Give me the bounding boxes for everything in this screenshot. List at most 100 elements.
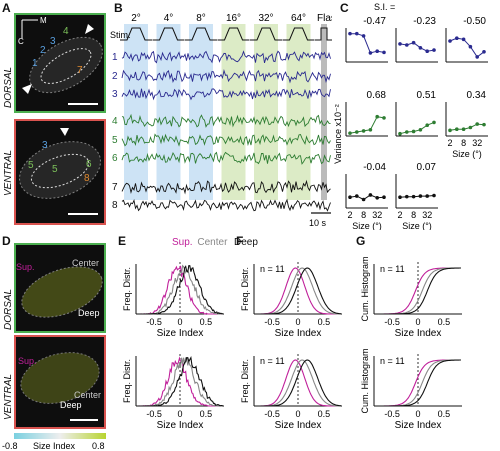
panel-f-label: F (236, 234, 244, 248)
panel-a-label: A (2, 1, 11, 15)
panel-d-images: Sup. Center Deep Sup. Center Deep -0.8 S… (2, 243, 106, 451)
data-point (382, 50, 386, 55)
colorbar-label: Size Index (33, 441, 76, 451)
data-point (361, 129, 366, 133)
stim-band (124, 24, 148, 200)
data-point (375, 196, 379, 200)
stim-size-label: 4° (164, 13, 174, 24)
data-point (425, 123, 429, 128)
x-tick-label: 32 (422, 210, 432, 220)
roi-6-label-ventral: 6 (86, 159, 92, 170)
data-point (482, 122, 486, 127)
si-value-label: -0.04 (363, 162, 386, 173)
data-point (398, 195, 402, 200)
arrowhead-icon (85, 24, 94, 34)
stim-band (286, 24, 311, 200)
x-axis-label: Size Index (157, 328, 204, 339)
dorsal-tectum-inner (40, 48, 92, 84)
trace-line (121, 113, 331, 128)
trace-row-label: 2 (112, 71, 118, 82)
stim-row-label: Stim. (110, 30, 131, 40)
distribution-line (136, 355, 224, 407)
data-point (368, 127, 373, 132)
x-tick-label: 2 (347, 210, 352, 220)
x-axis-label: Size (°) (402, 221, 432, 230)
stim-band (254, 24, 278, 200)
data-point (432, 48, 436, 52)
data-point (405, 130, 409, 134)
x-tick-label: 0.5 (200, 409, 213, 419)
trace-line (121, 133, 331, 147)
x-tick-label: -0.5 (264, 317, 280, 327)
arrowhead-icon (60, 128, 69, 136)
deep-label-dorsal: Deep (78, 308, 100, 318)
arrowhead-icon (22, 84, 32, 94)
x-tick-label: 32 (472, 138, 482, 148)
stim-size-label: 32° (258, 13, 273, 24)
si-value-label: 0.07 (417, 162, 437, 173)
data-point (405, 194, 409, 199)
series-line (449, 37, 485, 58)
x-tick-label: 0 (177, 409, 182, 419)
data-point (448, 39, 452, 43)
data-point (348, 131, 352, 135)
data-point (448, 128, 452, 133)
data-point (348, 195, 352, 200)
trace-line (121, 68, 331, 84)
series-line (349, 116, 385, 134)
distribution-line (374, 359, 461, 407)
distribution-line (374, 267, 461, 315)
axis-c-label: C (18, 37, 24, 46)
x-tick-label: 0.5 (318, 409, 331, 419)
panel-e-label: E (118, 234, 127, 248)
data-point (468, 125, 473, 130)
center-label-ventral: Center (74, 390, 101, 400)
x-tick-label: 0.5 (438, 317, 451, 327)
ventral-si-outline (20, 352, 100, 404)
data-point (361, 197, 366, 202)
x-tick-label: 0.5 (438, 409, 451, 419)
trace-line (121, 198, 331, 212)
dorsal-tectum-outline (29, 36, 103, 94)
x-tick-label: 0.5 (200, 317, 213, 327)
time-scale-label: 10 s (309, 218, 327, 228)
stim-waveform (120, 27, 152, 41)
roi-4-label: 4 (63, 26, 69, 37)
x-tick-label: 0 (177, 317, 182, 327)
panel-a-images: 1 2 3 4 7 C M 3 5 5 6 8 (14, 13, 106, 225)
data-point (418, 127, 423, 132)
roi-3-label-ventral: 3 (42, 140, 48, 151)
data-point (455, 127, 459, 131)
x-tick-label: 0 (415, 409, 420, 419)
trace-row-label: 1 (112, 52, 118, 63)
colorbar (14, 433, 106, 439)
y-axis-label: Cum. Histogram (360, 256, 370, 321)
y-axis-label: Freq. Distr. (240, 267, 250, 311)
flash-band (321, 24, 327, 200)
data-point (398, 131, 402, 136)
stim-band (189, 24, 213, 200)
legend-entry: Deep (234, 237, 258, 248)
stim-band (156, 24, 181, 200)
si-value-label: 0.51 (417, 90, 437, 101)
data-point (482, 50, 486, 54)
stim-waveform (282, 27, 315, 41)
stim-size-label: 2° (131, 13, 141, 24)
y-axis-label: Freq. Distr. (122, 359, 132, 403)
stim-waveform (185, 27, 217, 41)
x-axis-label: Size (°) (352, 221, 382, 230)
data-point (432, 193, 436, 198)
ventral-tectum-inner (30, 153, 90, 189)
sup-label-dorsal: Sup. (16, 262, 35, 272)
panel-c-charts: S.I. =-0.47 -0.23 -0.500.68 0.51 0.342 8 32Siz… (333, 2, 488, 230)
stim-size-label: 16° (226, 13, 241, 24)
n-label: n = 11 (380, 356, 405, 366)
trace-line (121, 151, 331, 165)
distribution-line (254, 359, 342, 407)
ventral-tectum-outline (19, 141, 101, 199)
trace-line (121, 88, 331, 101)
data-point (382, 195, 386, 200)
n-label: n = 11 (260, 264, 285, 274)
x-axis-label: Size Index (395, 420, 442, 431)
si-value-label: 0.34 (467, 90, 487, 101)
